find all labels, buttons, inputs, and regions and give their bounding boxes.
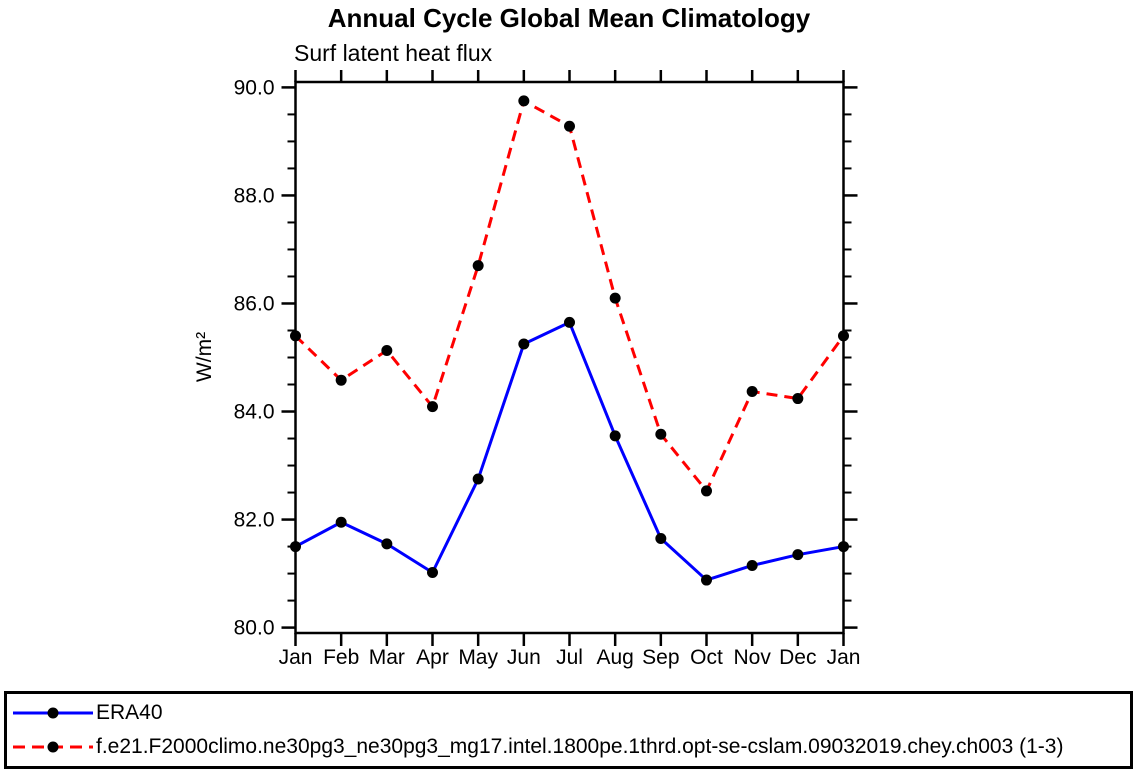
legend-label-era40: ERA40 [96,701,163,724]
era40-line-sample [13,707,93,719]
data-point-marker [335,516,347,528]
data-point-marker [290,330,301,342]
y-tick-label: 84.0 [234,401,275,424]
x-tick-label: Nov [733,646,771,669]
data-point-marker [609,430,621,442]
legend-box: ERA40 f.e21.F2000climo.ne30pg3_ne30pg3_m… [4,691,1133,769]
x-tick-label: Apr [416,646,449,669]
chart-title: Annual Cycle Global Mean Climatology [327,3,811,33]
x-tick-label: May [458,646,498,669]
plot-area: Jan Feb Mar Apr May Jun Jul Aug Sep Oct Nov Dec Jan8… [234,70,861,669]
legend-entry-model: f.e21.F2000climo.ne30pg3_ne30pg3_mg17.in… [12,730,1130,764]
x-tick-label: Jan [279,646,313,669]
data-point-marker [518,95,530,107]
y-tick-label: 80.0 [234,617,275,640]
y-tick-label: 86.0 [234,292,275,315]
data-point-marker [609,292,621,304]
data-point-marker [427,401,438,413]
data-point-marker [838,330,849,342]
data-point-marker [746,386,758,398]
data-point-marker [564,120,575,132]
y-tick-label: 90.0 [234,76,275,99]
x-tick-label: Oct [690,646,723,669]
data-point-marker [655,428,667,440]
y-tick-label: 82.0 [234,509,275,532]
data-point-marker [290,541,301,553]
data-point-marker [381,344,393,356]
data-point-marker [472,473,484,485]
series-line-era40 [294,320,844,582]
y-tick-label: 88.0 [234,184,275,207]
data-point-marker [838,541,849,553]
data-point-marker [746,559,758,571]
data-point-marker [518,338,530,350]
x-tick-label: Mar [369,646,405,669]
data-point-marker [427,566,438,578]
chart-subtitle: Surf latent heat flux [294,40,493,66]
x-tick-label: Feb [323,646,359,669]
data-point-marker [701,574,712,586]
series-line-model [294,99,845,493]
legend-label-model: f.e21.F2000climo.ne30pg3_ne30pg3_mg17.in… [96,735,1064,758]
x-tick-label: Aug [596,646,633,669]
x-tick-label: Jul [556,646,583,669]
data-point-marker [381,538,393,550]
x-tick-label: Sep [642,646,679,669]
x-tick-label: Dec [779,646,816,669]
legend-entry-era40: ERA40 [12,696,1130,730]
data-point-marker [655,532,667,544]
data-point-marker [335,374,347,386]
x-tick-label: Jun [507,646,541,669]
data-point-marker [472,260,484,272]
data-point-marker [792,393,804,405]
data-point-marker [701,485,712,497]
data-point-marker [564,316,575,328]
data-point-marker [792,549,804,561]
model-line-sample [13,741,93,753]
x-tick-label: Jan [827,646,861,669]
